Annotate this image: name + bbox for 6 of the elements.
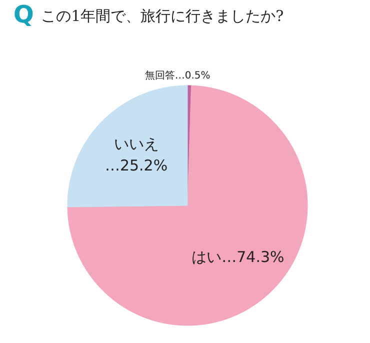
text: Q: [14, 0, 34, 29]
slice-label: はい…74.3%: [192, 248, 284, 266]
slice-label: 無回答…0.5%: [144, 69, 210, 82]
slice-label: いいえ: [114, 135, 159, 154]
chart-title: この1年間で、旅行に行きましたか?: [41, 6, 284, 25]
data-label: …25.2%: [104, 156, 168, 175]
